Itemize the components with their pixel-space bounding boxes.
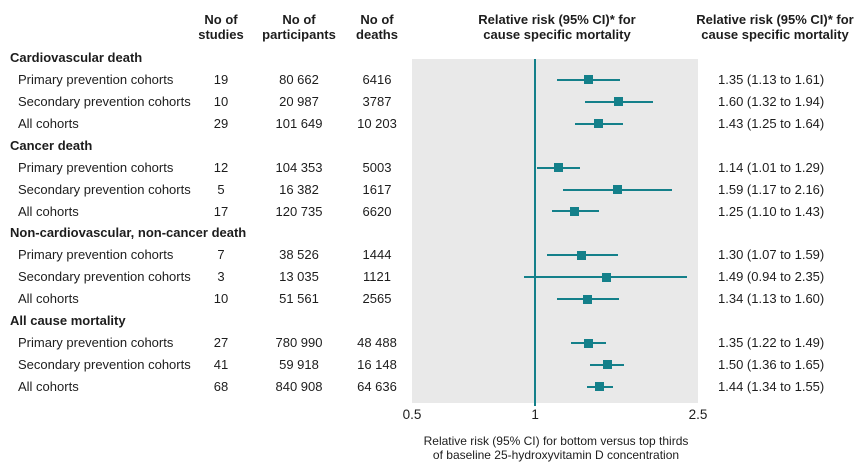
rr-ci-text: 1.49 (0.94 to 2.35) [718, 269, 825, 285]
studies-value: 29 [213, 115, 229, 131]
rr-ci-text: 1.25 (1.10 to 1.43) [718, 203, 825, 219]
axis-caption-line1: Relative risk (95% CI) for bottom versus… [423, 434, 689, 448]
participants-value: 780 990 [275, 335, 323, 351]
participants-value: 120 735 [275, 203, 323, 219]
col-header-deaths: No of deaths [356, 12, 398, 42]
rr-marker [614, 97, 624, 107]
participants-value: 16 382 [279, 181, 319, 197]
row-label: Primary prevention cohorts [18, 247, 174, 263]
participants-value: 104 353 [275, 159, 323, 175]
row-label: Secondary prevention cohorts [18, 269, 191, 285]
axis-tick-label: 0.5 [402, 407, 422, 422]
studies-value: 7 [217, 247, 225, 263]
deaths-value: 48 488 [357, 335, 397, 351]
studies-value: 17 [213, 203, 229, 219]
deaths-value: 16 148 [357, 357, 397, 373]
rr-ci-text: 1.34 (1.13 to 1.60) [718, 291, 825, 307]
rr-marker [613, 185, 623, 195]
row-label: Secondary prevention cohorts [18, 181, 191, 197]
section-label: All cause mortality [10, 313, 126, 329]
deaths-value: 2565 [362, 291, 392, 307]
rr-ci-text: 1.59 (1.17 to 2.16) [718, 181, 825, 197]
row-label: All cohorts [18, 203, 79, 219]
rr-ci-text: 1.60 (1.32 to 1.94) [718, 93, 825, 109]
section-label: Cancer death [10, 137, 93, 153]
participants-value: 51 561 [279, 291, 319, 307]
axis-tick-label: 1 [531, 407, 539, 422]
col-header-studies: No of studies [198, 12, 244, 42]
rr-marker [570, 206, 580, 216]
section-label: Non-cardiovascular, non-cancer death [10, 225, 247, 241]
rr-marker [601, 272, 611, 282]
participants-value: 20 987 [279, 93, 319, 109]
row-label: All cohorts [18, 115, 79, 131]
deaths-value: 6620 [362, 203, 392, 219]
row-label: Primary prevention cohorts [18, 159, 174, 175]
row-label: Primary prevention cohorts [18, 335, 174, 351]
deaths-value: 10 203 [357, 115, 397, 131]
reference-line [534, 59, 537, 406]
studies-value: 41 [213, 357, 229, 373]
studies-value: 27 [213, 335, 229, 351]
deaths-value: 1617 [362, 181, 392, 197]
participants-value: 80 662 [279, 71, 319, 87]
axis-tick-label: 2.5 [688, 407, 708, 422]
row-label: Secondary prevention cohorts [18, 357, 191, 373]
rr-ci-text: 1.35 (1.22 to 1.49) [718, 335, 825, 351]
deaths-value: 3787 [362, 93, 392, 109]
axis-caption-line2: of baseline 25-hydroxyvitamin D concentr… [432, 448, 680, 462]
row-label: All cohorts [18, 291, 79, 307]
rr-marker [553, 163, 563, 173]
plot-header: Relative risk (95% CI)* for cause specif… [478, 12, 636, 42]
values-header: Relative risk (95% CI)* for cause specif… [696, 12, 854, 42]
participants-value: 13 035 [279, 269, 319, 285]
section-label: Cardiovascular death [10, 50, 143, 65]
rr-marker [584, 338, 593, 348]
rr-ci-text: 1.35 (1.13 to 1.61) [718, 71, 825, 87]
rr-marker [602, 360, 612, 370]
rr-marker [595, 382, 605, 392]
studies-value: 19 [213, 71, 229, 87]
studies-value: 10 [213, 291, 229, 307]
rr-marker [594, 119, 604, 129]
row-label: Secondary prevention cohorts [18, 93, 191, 109]
rr-ci-text: 1.50 (1.36 to 1.65) [718, 357, 825, 373]
studies-value: 10 [213, 93, 229, 109]
studies-value: 3 [217, 269, 225, 285]
participants-value: 38 526 [279, 247, 319, 263]
col-header-participants: No of participants [262, 12, 336, 42]
deaths-value: 6416 [362, 71, 392, 87]
participants-value: 840 908 [275, 378, 323, 394]
rr-marker [577, 250, 587, 260]
rr-ci-text: 1.14 (1.01 to 1.29) [718, 159, 825, 175]
rr-marker [584, 75, 593, 85]
row-label: Primary prevention cohorts [18, 71, 174, 87]
deaths-value: 5003 [362, 159, 392, 175]
studies-value: 68 [213, 378, 229, 394]
deaths-value: 1444 [362, 247, 392, 263]
rr-ci-text: 1.30 (1.07 to 1.59) [718, 247, 825, 263]
deaths-value: 1121 [363, 269, 391, 285]
studies-value: 5 [217, 181, 225, 197]
participants-value: 101 649 [275, 115, 323, 131]
participants-value: 59 918 [279, 357, 319, 373]
rr-ci-text: 1.43 (1.25 to 1.64) [718, 115, 825, 131]
plot-panel [412, 59, 698, 403]
studies-value: 12 [213, 159, 229, 175]
rr-ci-text: 1.44 (1.34 to 1.55) [718, 378, 825, 394]
row-label: All cohorts [18, 378, 79, 394]
rr-marker [582, 294, 592, 304]
deaths-value: 64 636 [357, 378, 397, 394]
